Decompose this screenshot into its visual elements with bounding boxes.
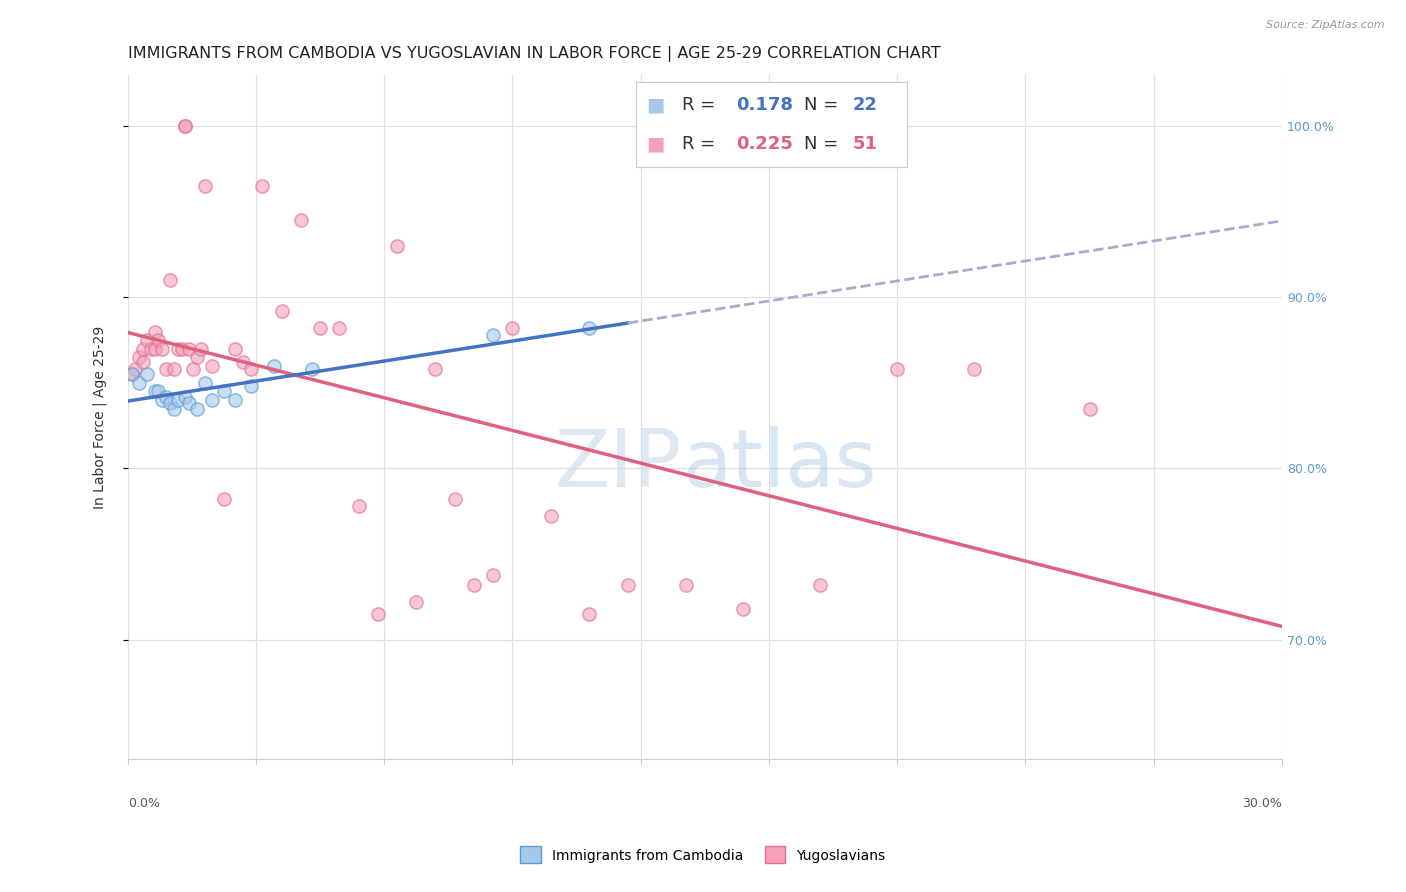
Point	[482, 567, 505, 582]
Point	[143, 325, 166, 339]
Point	[675, 578, 697, 592]
Point	[201, 359, 224, 373]
Text: ZIP: ZIP	[554, 426, 682, 504]
Point	[405, 595, 427, 609]
Point	[148, 333, 170, 347]
Point	[150, 392, 173, 407]
Point	[174, 120, 197, 134]
Legend: Immigrants from Cambodia, Yugoslavians: Immigrants from Cambodia, Yugoslavians	[515, 841, 891, 869]
Point	[128, 350, 150, 364]
Point	[270, 304, 292, 318]
Point	[886, 362, 908, 376]
Y-axis label: In Labor Force | Age 25-29: In Labor Force | Age 25-29	[93, 326, 107, 508]
Point	[181, 362, 204, 376]
Point	[143, 384, 166, 399]
Point	[239, 379, 262, 393]
Point	[301, 362, 323, 376]
Point	[963, 362, 986, 376]
Point	[124, 362, 146, 376]
Point	[163, 362, 186, 376]
Point	[212, 384, 235, 399]
Point	[128, 376, 150, 390]
Point	[224, 342, 246, 356]
Point	[143, 342, 166, 356]
Point	[170, 342, 193, 356]
Point	[135, 368, 157, 382]
Point	[186, 401, 208, 416]
Point	[385, 239, 408, 253]
Point	[425, 362, 447, 376]
Point	[159, 396, 181, 410]
Point	[186, 350, 208, 364]
Point	[617, 578, 640, 592]
Point	[463, 578, 485, 592]
Point	[328, 321, 350, 335]
Point	[163, 401, 186, 416]
Point	[132, 355, 155, 369]
Point	[578, 607, 600, 621]
Point	[179, 342, 201, 356]
Point	[347, 499, 370, 513]
Point	[174, 120, 197, 134]
Text: atlas: atlas	[682, 426, 876, 504]
Point	[155, 390, 177, 404]
Point	[263, 359, 285, 373]
Point	[540, 509, 562, 524]
Point	[443, 492, 465, 507]
Point	[194, 376, 217, 390]
Point	[239, 362, 262, 376]
Point	[166, 392, 188, 407]
Point	[212, 492, 235, 507]
Point	[166, 342, 188, 356]
Point	[194, 179, 217, 194]
Point	[1078, 401, 1101, 416]
Point	[150, 342, 173, 356]
Point	[578, 321, 600, 335]
Point	[132, 342, 155, 356]
Point	[482, 328, 505, 343]
Point	[139, 342, 162, 356]
Point	[121, 368, 143, 382]
Point	[155, 362, 177, 376]
Point	[501, 321, 523, 335]
Text: IMMIGRANTS FROM CAMBODIA VS YUGOSLAVIAN IN LABOR FORCE | AGE 25-29 CORRELATION C: IMMIGRANTS FROM CAMBODIA VS YUGOSLAVIAN …	[128, 46, 941, 62]
Point	[201, 392, 224, 407]
Point	[808, 578, 831, 592]
Point	[179, 396, 201, 410]
Point	[159, 273, 181, 287]
Point	[190, 342, 212, 356]
Point	[135, 333, 157, 347]
Text: 0.0%: 0.0%	[128, 797, 160, 810]
Point	[367, 607, 389, 621]
Text: Source: ZipAtlas.com: Source: ZipAtlas.com	[1267, 20, 1385, 29]
Point	[148, 384, 170, 399]
Point	[121, 368, 143, 382]
Point	[252, 179, 274, 194]
Point	[309, 321, 332, 335]
Point	[290, 213, 312, 227]
Point	[174, 390, 197, 404]
Point	[733, 601, 755, 615]
Text: 30.0%: 30.0%	[1241, 797, 1282, 810]
Point	[232, 355, 254, 369]
Point	[224, 392, 246, 407]
